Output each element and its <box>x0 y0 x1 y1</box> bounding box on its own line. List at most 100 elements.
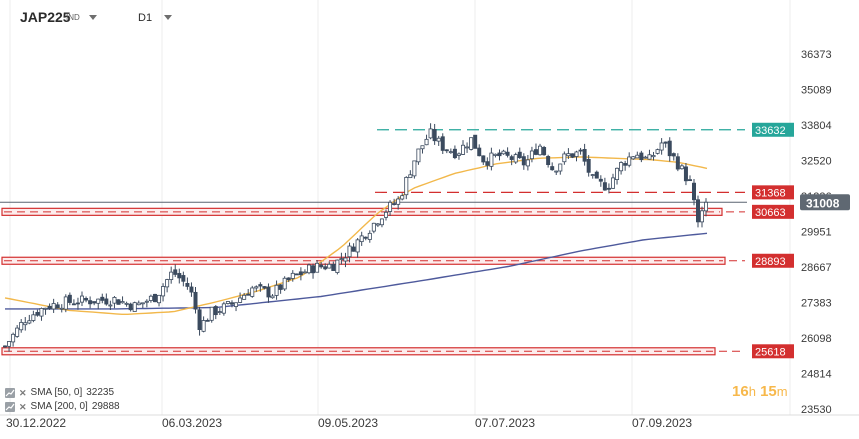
candle <box>627 156 632 166</box>
chart-icon <box>5 387 15 398</box>
candle <box>246 293 251 296</box>
candle <box>367 232 372 240</box>
candle <box>250 287 255 297</box>
candle <box>533 149 538 155</box>
candle <box>3 345 8 348</box>
candle <box>469 137 474 150</box>
candle <box>679 165 684 170</box>
current-price-badge <box>800 194 850 211</box>
candle <box>229 302 234 305</box>
candle <box>659 142 664 151</box>
level-zone <box>1 256 726 265</box>
candle <box>529 150 534 160</box>
candle <box>404 176 409 196</box>
candle <box>157 294 162 304</box>
level-label: 28893 <box>755 256 786 268</box>
candle <box>104 298 109 305</box>
candle <box>448 151 453 154</box>
candle <box>7 341 12 347</box>
candle <box>465 146 470 149</box>
candle <box>651 155 656 158</box>
candle <box>96 298 101 304</box>
candle <box>67 294 72 303</box>
candle <box>436 137 441 142</box>
candle <box>489 152 494 167</box>
candle <box>452 148 457 159</box>
countdown-hours: 16 <box>732 383 749 400</box>
candle <box>388 201 393 212</box>
candle <box>582 148 587 162</box>
candle <box>55 304 60 309</box>
candle <box>574 151 579 157</box>
candle <box>71 303 76 306</box>
current-price-label: 31008 <box>806 196 840 210</box>
candle <box>513 154 518 163</box>
candle <box>331 263 336 271</box>
candle <box>266 286 271 298</box>
candle <box>375 223 380 226</box>
x-tick-label: 09.05.2023 <box>318 416 378 430</box>
candle <box>319 264 324 268</box>
indicator-sma200: ✕ SMA [200, 0] 29888 <box>5 401 120 412</box>
candle <box>274 284 279 296</box>
candle <box>497 152 502 157</box>
candle <box>290 272 295 279</box>
candle <box>302 271 307 274</box>
candle <box>623 163 628 166</box>
timeframe-selector[interactable]: D1 <box>138 12 153 24</box>
remove-indicator-icon[interactable]: ✕ <box>19 401 27 412</box>
candle <box>88 300 93 305</box>
timeframe-dropdown-icon[interactable] <box>164 15 172 20</box>
candle <box>493 153 498 156</box>
level-label: 25618 <box>755 346 786 358</box>
y-tick-label: 33804 <box>801 120 832 132</box>
candle <box>525 159 530 167</box>
candle <box>128 303 133 311</box>
candle <box>282 277 287 290</box>
candle <box>205 319 210 322</box>
candle <box>424 138 429 146</box>
candle <box>254 286 259 289</box>
symbol-name[interactable]: JAP225 <box>20 9 71 25</box>
candle <box>262 286 267 289</box>
candle <box>619 162 624 172</box>
candle <box>667 140 672 157</box>
candle <box>704 201 709 212</box>
candle <box>542 146 547 156</box>
candle <box>440 136 445 151</box>
y-tick-label: 32520 <box>801 156 832 168</box>
symbol-suffix: IND <box>66 13 80 22</box>
remove-indicator-icon[interactable]: ✕ <box>19 387 27 398</box>
candle <box>473 134 478 149</box>
candle <box>112 297 117 304</box>
candle <box>610 177 615 189</box>
y-tick-label: 26098 <box>801 333 832 345</box>
candle <box>213 306 218 316</box>
candle <box>234 302 239 307</box>
candle <box>148 295 153 301</box>
candle <box>140 302 145 305</box>
candle <box>47 305 52 309</box>
x-tick-label: 06.03.2023 <box>162 416 222 430</box>
level-label-box <box>752 122 794 137</box>
candle <box>675 156 680 170</box>
candle <box>75 302 80 305</box>
candle <box>339 258 344 260</box>
symbol-dropdown-icon[interactable] <box>89 15 97 20</box>
candle <box>136 302 141 306</box>
candle <box>586 158 591 173</box>
candle <box>432 129 437 142</box>
candle <box>363 236 368 239</box>
candle <box>258 284 263 287</box>
y-tick-label: 36373 <box>801 49 832 61</box>
candle <box>420 145 425 150</box>
candle <box>59 307 64 310</box>
candle <box>379 218 384 226</box>
candle <box>100 296 105 301</box>
candle <box>286 277 291 281</box>
candle <box>80 295 85 303</box>
candle <box>124 302 129 305</box>
candle <box>647 154 652 160</box>
candle <box>400 195 405 200</box>
